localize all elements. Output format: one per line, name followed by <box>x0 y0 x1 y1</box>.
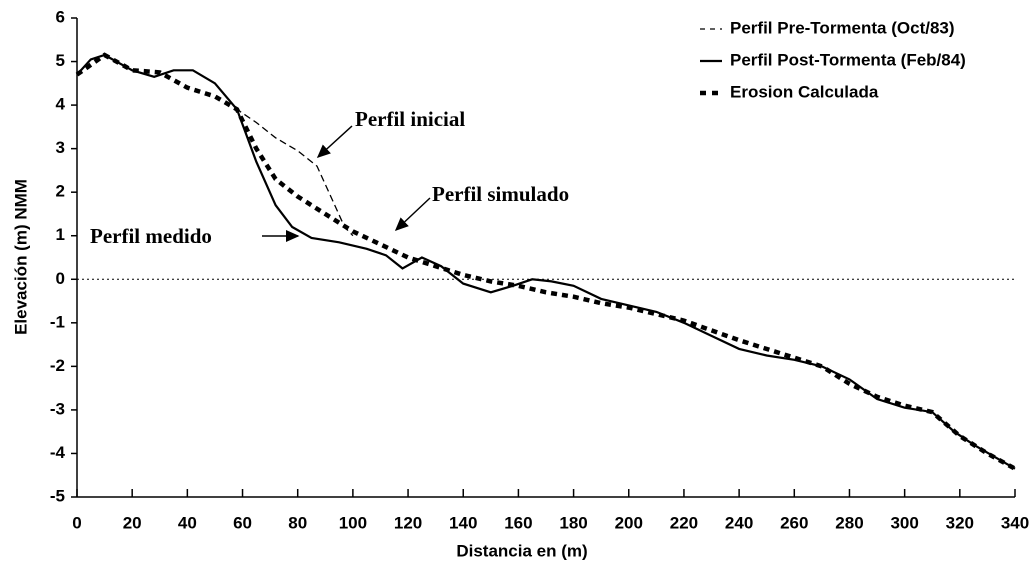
annotation-arrow <box>316 125 353 159</box>
x-tick-label: 280 <box>835 513 863 532</box>
y-tick-label: 1 <box>56 225 65 244</box>
x-tick-label: 0 <box>72 513 81 532</box>
y-tick-label: 5 <box>56 51 65 70</box>
x-tick-label: 100 <box>339 513 367 532</box>
series-line <box>76 53 1016 470</box>
y-tick-label: -1 <box>50 312 65 331</box>
y-tick-label: -4 <box>50 443 66 462</box>
y-tick-label: -3 <box>50 399 65 418</box>
annotation: Perfil inicial <box>355 107 465 131</box>
y-tick-label: -5 <box>50 486 65 505</box>
annotation-arrow <box>394 197 431 232</box>
legend-label: Erosion Calculada <box>730 82 879 101</box>
x-tick-label: 340 <box>1001 513 1029 532</box>
x-tick-label: 20 <box>123 513 142 532</box>
x-tick-label: 220 <box>670 513 698 532</box>
annotation: Perfil medido <box>90 224 212 248</box>
x-tick-label: 60 <box>233 513 252 532</box>
x-tick-label: 80 <box>288 513 307 532</box>
x-tick-label: 200 <box>615 513 643 532</box>
x-tick-label: 160 <box>504 513 532 532</box>
y-tick-label: -2 <box>50 356 65 375</box>
series-line <box>75 52 1017 471</box>
x-axis-label: Distancia en (m) <box>456 541 587 560</box>
x-tick-label: 240 <box>725 513 753 532</box>
y-tick-label: 0 <box>56 269 65 288</box>
y-tick-label: 2 <box>56 182 65 201</box>
y-axis-label: Elevación (m) NMM <box>11 179 30 335</box>
annotation: Perfil simulado <box>432 182 569 206</box>
x-tick-label: 140 <box>449 513 477 532</box>
x-tick-label: 40 <box>178 513 197 532</box>
x-tick-label: 120 <box>394 513 422 532</box>
x-tick-label: 180 <box>559 513 587 532</box>
y-tick-label: 4 <box>56 95 66 114</box>
legend-label: Perfil Pre-Tormenta (Oct/83) <box>730 18 955 37</box>
y-tick-label: 6 <box>56 7 65 26</box>
x-tick-label: 300 <box>890 513 918 532</box>
x-tick-label: 320 <box>946 513 974 532</box>
y-tick-label: 3 <box>56 138 65 157</box>
x-tick-label: 260 <box>780 513 808 532</box>
legend-label: Perfil Post-Tormenta (Feb/84) <box>730 50 966 69</box>
